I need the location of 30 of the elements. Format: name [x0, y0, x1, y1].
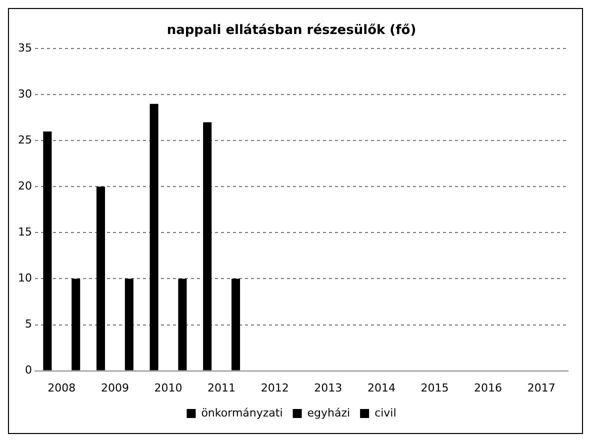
- bar: [150, 104, 158, 370]
- x-tick-label: 2017: [527, 381, 556, 394]
- y-tick-label: 30: [18, 87, 32, 100]
- bar: [72, 278, 80, 370]
- x-tick-label: 2012: [260, 381, 289, 394]
- bar: [178, 278, 187, 370]
- x-tick-label: 2015: [420, 381, 449, 394]
- x-tick-label: 2009: [100, 381, 129, 394]
- x-tick-label: 2010: [154, 381, 182, 394]
- x-tick-label: 2013: [314, 381, 342, 394]
- x-tick-label: 2014: [367, 381, 396, 394]
- y-tick-label: 15: [18, 226, 32, 239]
- bar: [124, 278, 134, 370]
- bar: [96, 186, 105, 370]
- chart-title: nappali ellátásban részesülők (fő): [166, 23, 416, 38]
- legend-label: önkormányzati: [201, 406, 283, 420]
- y-tick-label: 5: [24, 318, 32, 331]
- bar: [232, 278, 240, 370]
- bar: [43, 131, 52, 370]
- legend-label: civil: [374, 406, 396, 420]
- y-tick-label: 10: [18, 272, 32, 285]
- x-tick-label: 2008: [48, 381, 76, 394]
- x-tick-label: 2016: [474, 381, 502, 394]
- y-tick-label: 0: [24, 364, 32, 377]
- bar: [203, 122, 212, 370]
- x-tick-label: 2011: [208, 381, 236, 394]
- y-tick-label: 35: [18, 41, 32, 54]
- legend-label: egyházi: [307, 406, 350, 420]
- y-tick-label: 25: [18, 134, 32, 147]
- y-tick-label: 20: [18, 180, 32, 193]
